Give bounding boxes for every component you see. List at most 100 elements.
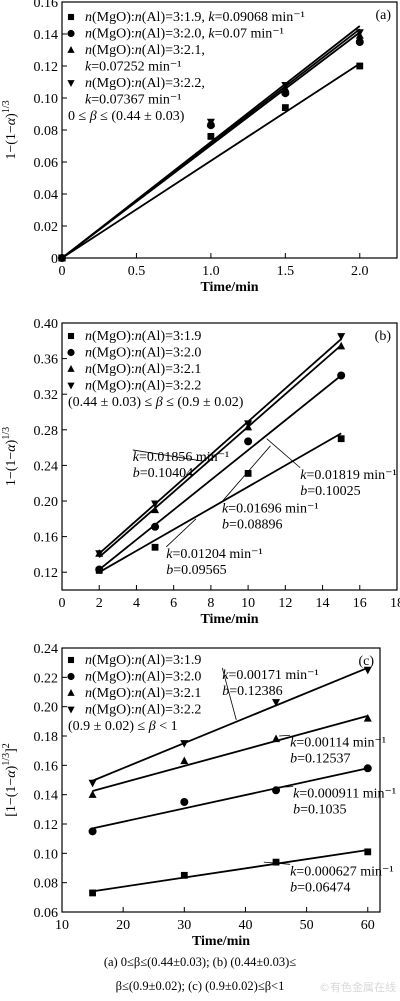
watermark: ©有色金属在线 — [319, 981, 396, 994]
y-tick-label: 0.10 — [34, 92, 59, 107]
annotation-leader — [165, 518, 197, 548]
panel-label: (a) — [375, 8, 391, 23]
x-tick-label: 50 — [300, 918, 314, 933]
legend-entry: n(MgO):n(Al)=3:2.0 — [85, 346, 201, 361]
legend-entry: (0.44 ± 0.03) ≤ β ≤ (0.9 ± 0.02) — [68, 395, 244, 410]
fit-line-series-1 — [61, 62, 361, 259]
data-point-series-4 — [281, 82, 290, 90]
legend-entry: n(MgO):n(Al)=3:2.1 — [85, 362, 201, 377]
annotation-leader — [279, 734, 291, 737]
plot-frame — [61, 647, 381, 913]
data-point-series-3 — [337, 341, 346, 350]
annotation-leader — [276, 786, 294, 788]
legend-entry: n(MgO):n(Al)=3:2.2 — [85, 703, 201, 718]
data-point-series-4 — [337, 333, 346, 341]
data-point-series-4 — [88, 779, 97, 788]
chart-panel-c: 10 20 30 40 50 60 0.06 0.08 0.10 0.12 0.14 0.16 0.18… — [1, 642, 396, 949]
data-point-series-4 — [355, 29, 364, 37]
fit-line-series-2 — [92, 767, 368, 830]
legend-entry: k=0.07252 min⁻¹ — [85, 60, 181, 75]
legend-marker — [67, 46, 75, 53]
y-tick-label: 0.22 — [34, 671, 59, 686]
fit-annotation: b=0.12386 — [222, 684, 282, 699]
figure-caption-line-1: (a) 0≤β≤(0.44±0.03); (b) (0.44±0.03)≤ — [103, 955, 297, 969]
fit-annotation: k=0.01696 min⁻¹ — [222, 502, 318, 517]
legend-marker — [67, 672, 75, 681]
legend-marker — [67, 13, 75, 21]
legend-entry: n(MgO):n(Al)=3:2.2 — [85, 379, 201, 394]
legend-entry: n(MgO):n(Al)=3:2.1, — [85, 43, 205, 58]
x-tick-label: 14 — [316, 596, 330, 611]
x-tick-label: 10 — [55, 918, 69, 933]
fit-line-series-2 — [98, 374, 342, 571]
fit-annotation: b=0.12537 — [290, 751, 350, 766]
y-tick-label: 0.02 — [34, 220, 59, 235]
panel-label: (c) — [358, 654, 374, 669]
data-point-series-2 — [151, 522, 160, 531]
x-tick-label: 1.5 — [277, 264, 295, 279]
y-tick-label: 0.06 — [34, 906, 59, 921]
fit-annotation: k=0.00171 min⁻¹ — [222, 668, 318, 683]
fit-annotation: k=0.000627 min⁻¹ — [290, 864, 393, 879]
y-tick-label: 0.12 — [34, 566, 59, 581]
y-tick-label: 0.36 — [34, 353, 59, 368]
x-tick-label: 0 — [59, 264, 66, 279]
figure-caption-line-2: β≤(0.9±0.02); (c) (0.9±0.02)≤β<1 — [115, 979, 285, 993]
fit-annotation: b=0.09565 — [166, 563, 226, 578]
fit-annotation: k=0.00114 min⁻¹ — [290, 735, 386, 750]
annotation-leader — [221, 667, 237, 720]
data-point-series-2 — [244, 437, 253, 446]
y-tick-label: 0.14 — [34, 28, 59, 43]
legend: n(MgO):n(Al)=3:1.9 n(MgO):n(Al)=3:2.0 n(Mg… — [67, 653, 201, 734]
x-axis-label: Time/min — [200, 280, 258, 295]
data-point-series-4 — [363, 666, 372, 675]
legend-marker — [67, 29, 75, 38]
x-axis-label: Time/min — [192, 934, 250, 949]
data-point-series-3 — [151, 505, 160, 514]
y-tick-label: 0.16 — [34, 759, 59, 774]
panel-label: (b) — [375, 329, 392, 344]
data-point-series-4 — [206, 118, 215, 127]
y-axis-label: 1−(1−α)1/3 — [1, 100, 19, 159]
x-tick-label: 0.5 — [128, 264, 146, 279]
data-point-series-1 — [151, 543, 159, 551]
legend-entry: n(MgO):n(Al)=3:2.0 — [85, 670, 201, 685]
data-point-series-4 — [272, 699, 281, 707]
x-axis-label: Time/min — [200, 612, 258, 627]
y-axis-label: [1−(1−α)1/3]2 — [1, 743, 19, 817]
legend-marker — [67, 80, 75, 87]
x-tick-label: 0 — [59, 596, 66, 611]
y-tick-label: 0.20 — [34, 495, 59, 510]
fit-line-series-4 — [98, 338, 342, 555]
plot-frame — [61, 322, 398, 591]
fit-annotation: b=0.1035 — [293, 803, 346, 818]
y-tick-label: 0.18 — [34, 730, 59, 745]
fit-line-series-1 — [98, 432, 342, 573]
data-point-series-3 — [272, 734, 281, 743]
y-tick-label: 0.32 — [34, 388, 59, 403]
legend-entry: n(MgO):n(Al)=3:1.9 — [85, 653, 201, 668]
data-point-series-1 — [364, 848, 372, 856]
data-point-series-4 — [180, 740, 189, 748]
legend-marker — [67, 382, 75, 390]
legend-entry: n(MgO):n(Al)=3:2.0, k=0.07 min⁻¹ — [85, 27, 284, 42]
data-point-series-1 — [207, 133, 215, 140]
legend-marker — [67, 689, 75, 696]
data-point-series-2 — [272, 786, 281, 795]
y-tick-label: 0.10 — [34, 847, 59, 862]
data-point-series-4 — [151, 500, 160, 509]
y-tick-label: 0.08 — [34, 877, 59, 892]
y-tick-label: 0.16 — [34, 0, 59, 11]
fit-annotation: b=0.06474 — [290, 880, 350, 895]
x-tick-label: 10 — [241, 596, 255, 611]
x-tick-label: 8 — [207, 596, 214, 611]
data-point-series-1 — [356, 62, 364, 70]
data-point-series-1 — [272, 858, 280, 866]
x-tick-label: 2 — [96, 596, 103, 611]
legend-marker — [67, 348, 75, 357]
legend-marker — [67, 656, 75, 664]
legend-entry: n(MgO):n(Al)=3:2.2, — [85, 76, 205, 91]
data-point-series-1 — [244, 470, 252, 477]
y-tick-label: 0.24 — [34, 642, 59, 657]
y-tick-label: 0.12 — [34, 818, 59, 833]
